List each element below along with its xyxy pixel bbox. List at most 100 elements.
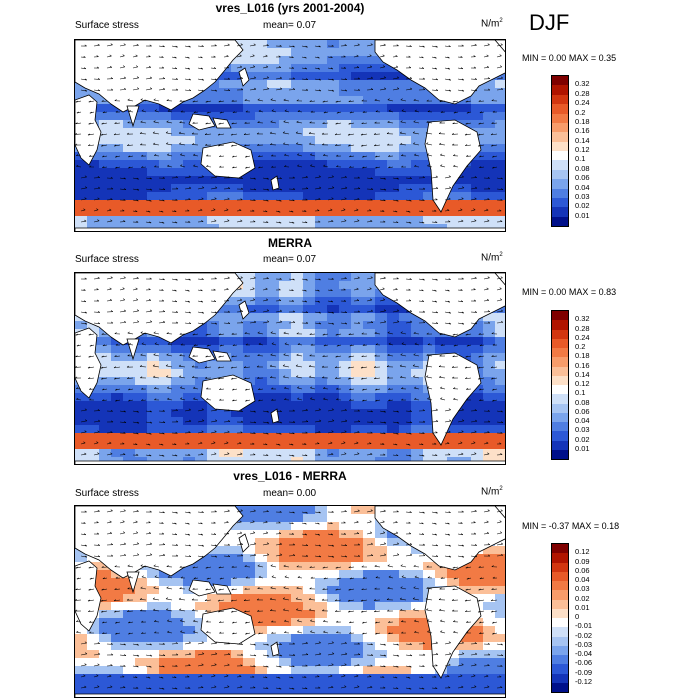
vector-head <box>323 153 326 156</box>
field-cell <box>207 457 220 464</box>
vector-head <box>162 221 165 224</box>
vector-head <box>84 430 87 433</box>
vector-head <box>75 355 78 358</box>
vector-head <box>500 177 503 180</box>
field-cell <box>315 401 328 410</box>
field-cell <box>147 650 160 659</box>
vector-head <box>348 333 351 335</box>
vector-arrow <box>427 165 433 168</box>
vector-head <box>219 344 222 347</box>
vector-arrow <box>269 132 277 135</box>
field-cell <box>135 393 148 402</box>
vector-head <box>357 43 360 46</box>
field-cell <box>351 634 364 643</box>
field-cell <box>123 393 136 402</box>
field-cell <box>87 666 100 675</box>
field-cell <box>399 313 412 322</box>
vector-head <box>161 443 164 446</box>
field-cell <box>339 369 352 378</box>
vector-arrow <box>335 144 342 146</box>
field-cell <box>423 578 436 587</box>
field-cell <box>387 208 400 217</box>
vector-head <box>283 375 286 378</box>
vector-head <box>487 431 490 433</box>
vector-head <box>387 120 390 123</box>
vector-head <box>175 45 178 48</box>
field-cell <box>315 417 328 426</box>
vector-head <box>270 120 273 123</box>
field-cell <box>315 184 328 193</box>
vector-head <box>226 54 229 57</box>
field-cell <box>183 409 196 418</box>
vector-head <box>75 100 78 103</box>
field-cell <box>495 441 505 450</box>
field-cell <box>387 618 400 627</box>
field-cell <box>375 64 388 73</box>
vector-head <box>453 397 456 400</box>
vector-arrow <box>366 221 373 223</box>
vector-arrow <box>113 366 121 369</box>
vector-head <box>83 55 86 58</box>
field-cell <box>111 441 124 450</box>
vector-arrow <box>236 453 243 456</box>
vector-head <box>343 55 346 58</box>
vector-head <box>140 98 143 101</box>
field-cell <box>255 562 268 571</box>
field-cell <box>387 305 400 314</box>
field-cell <box>387 192 400 201</box>
vector-head <box>374 331 377 334</box>
field-cell <box>147 216 160 225</box>
vector-arrow <box>387 355 394 357</box>
field-cell <box>99 602 112 611</box>
vector-head <box>75 143 78 146</box>
vector-arrow <box>379 66 385 69</box>
vector-head <box>266 320 270 323</box>
vector-head <box>422 45 425 48</box>
field-cell <box>219 546 232 555</box>
vector-head <box>318 89 322 92</box>
field-cell <box>255 554 268 563</box>
vector-arrow <box>217 366 225 369</box>
vector-arrow <box>387 122 394 124</box>
vector-head <box>109 441 112 444</box>
field-cell <box>87 208 100 217</box>
vector-head <box>386 132 389 134</box>
field-cell <box>87 192 100 201</box>
vector-arrow <box>457 220 464 223</box>
vector-head <box>102 344 105 347</box>
colorbar-swatch <box>552 385 568 395</box>
field-cell <box>327 377 340 386</box>
field-cell <box>363 152 376 161</box>
vector-arrow <box>275 77 282 80</box>
field-cell <box>303 96 316 105</box>
vector-arrow <box>309 143 316 146</box>
field-cell <box>423 321 436 330</box>
field-cell <box>75 449 88 458</box>
vector-arrow <box>284 154 290 157</box>
vector-arrow <box>414 154 420 157</box>
vector-arrow <box>366 44 373 47</box>
field-cell <box>483 570 496 579</box>
vector-head <box>227 219 230 222</box>
colorbar-tick-label: 0.01 <box>575 443 590 453</box>
field-cell <box>159 650 172 659</box>
field-cell <box>99 112 112 121</box>
vector-head <box>187 209 190 212</box>
vector-arrow <box>119 55 125 58</box>
vector-arrow <box>223 220 230 223</box>
field-cell <box>255 96 268 105</box>
field-cell <box>375 658 388 667</box>
field-cell <box>243 642 256 651</box>
vector-arrow <box>132 199 139 202</box>
vector-arrow <box>366 410 373 413</box>
field-cell <box>483 337 496 346</box>
vector-arrow <box>353 209 359 212</box>
vector-head <box>383 199 386 202</box>
vector-head <box>88 333 91 336</box>
field-cell <box>111 192 124 201</box>
field-cell <box>327 200 340 209</box>
vector-arrow <box>288 432 295 435</box>
field-cell <box>207 682 220 691</box>
vector-head <box>200 289 203 292</box>
field-cell <box>75 160 88 169</box>
